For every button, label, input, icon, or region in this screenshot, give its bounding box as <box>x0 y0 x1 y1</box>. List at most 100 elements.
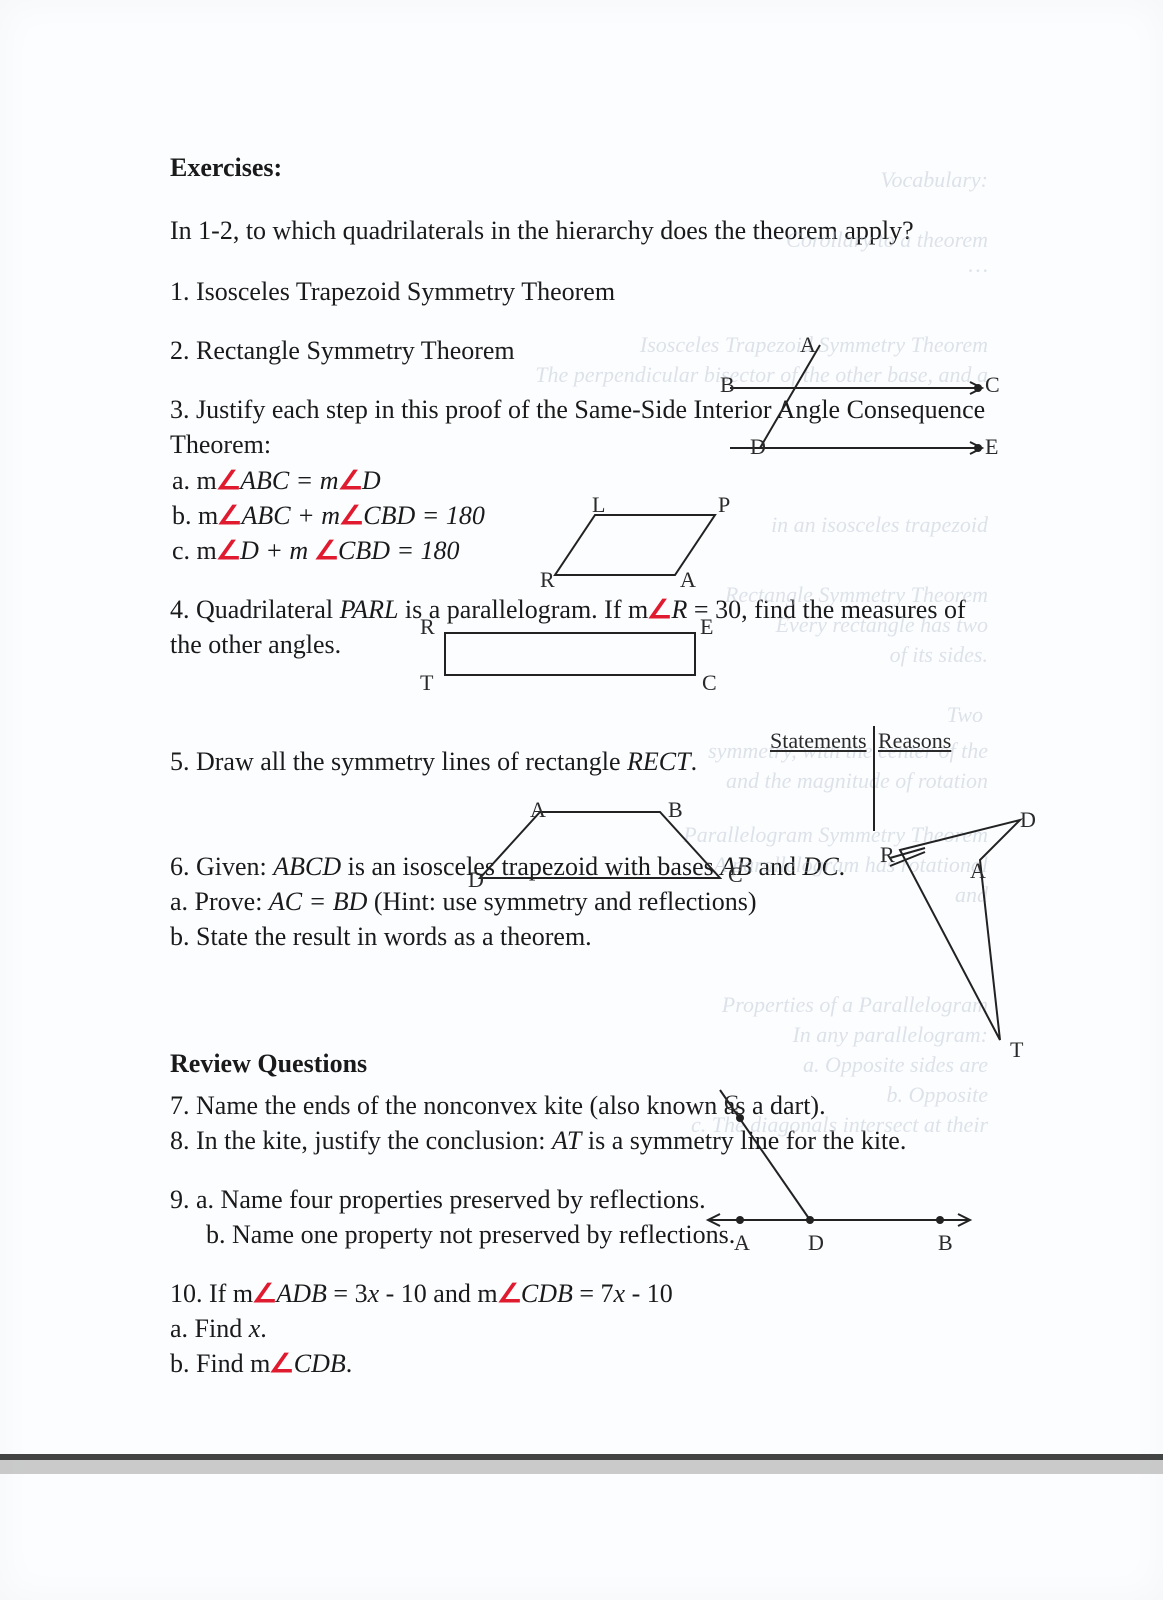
question-4: 4. Quadrilateral PARL is a parallelogram… <box>170 592 1003 662</box>
angle-icon: ∠ <box>252 1276 278 1311</box>
label-A: A <box>680 565 696 595</box>
text: - 10 <box>625 1279 673 1308</box>
label-B: B <box>938 1228 953 1258</box>
label-C: C <box>724 1088 739 1118</box>
label-D: D <box>1020 805 1036 835</box>
label-P: P <box>718 490 730 520</box>
text: a. m <box>172 466 217 495</box>
angle-icon: ∠ <box>647 592 673 627</box>
label-B: B <box>668 795 683 825</box>
text: 6. Given: <box>170 852 273 881</box>
text: (Hint: use symmetry and reflections) <box>367 887 756 916</box>
text: is a parallelogram. If m <box>398 595 648 624</box>
text: . <box>839 852 846 881</box>
label-L: L <box>592 490 605 520</box>
text: AC = BD <box>269 887 367 916</box>
text: AT <box>552 1126 581 1155</box>
label-E: E <box>700 612 713 642</box>
text: . <box>691 747 698 776</box>
label-D: D <box>808 1228 824 1258</box>
label-C: C <box>728 860 743 890</box>
angle-icon: ∠ <box>337 463 363 498</box>
question-3: 3. Justify each step in this proof of th… <box>170 392 1003 567</box>
text: D + m <box>240 536 315 565</box>
text: and <box>752 852 803 881</box>
text: 4. Quadrilateral <box>170 595 340 624</box>
angle-icon: ∠ <box>339 498 365 533</box>
text: CDB <box>294 1349 346 1378</box>
q3-lead: 3. Justify each step in this proof of th… <box>170 395 985 459</box>
label-R: R <box>420 612 435 642</box>
label-A: A <box>800 330 816 360</box>
text: b. State the result in words as a theore… <box>170 922 592 951</box>
text: c. m <box>172 536 217 565</box>
text: a. Find <box>170 1314 249 1343</box>
text: = 7 <box>573 1279 614 1308</box>
angle-icon: ∠ <box>496 1276 522 1311</box>
text: a. Prove: <box>170 887 269 916</box>
label-A: A <box>734 1228 750 1258</box>
label-R: R <box>540 565 555 595</box>
intro-text: In 1-2, to which quadrilaterals in the h… <box>170 213 1003 248</box>
text: 5. Draw all the symmetry lines of rectan… <box>170 747 627 776</box>
q3-a: a. m∠ABC = m∠D <box>170 466 381 495</box>
bleed-text: Parallelogram Symmetry Theorem <box>683 820 988 850</box>
label-D: D <box>750 432 766 462</box>
question-10: 10. If m∠ADB = 3x - 10 and m∠CDB = 7x - … <box>170 1276 1003 1381</box>
q3-c: c. m∠D + m ∠CBD = 180 <box>170 536 460 565</box>
question-6: 6. Given: ABCD is an isosceles trapezoid… <box>170 849 1003 954</box>
label-E: E <box>985 432 998 462</box>
q3-b: b. m∠ABC + m∠CBD = 180 <box>170 501 485 530</box>
text: CDB <box>521 1279 573 1308</box>
text: DC <box>803 852 839 881</box>
text: x <box>249 1314 261 1343</box>
text: b. m <box>172 501 218 530</box>
text: RECT <box>627 747 691 776</box>
text: ABCD <box>273 852 341 881</box>
text: CBD = 180 <box>363 501 485 530</box>
section-heading: Exercises: <box>170 150 1003 185</box>
question-9b: b. Name one property not preserved by re… <box>170 1217 1003 1252</box>
angle-icon: ∠ <box>216 463 242 498</box>
label-A: A <box>530 795 546 825</box>
text: ABC = m <box>240 466 338 495</box>
question-8: 8. In the kite, justify the conclusion: … <box>170 1123 1003 1158</box>
text: 8. In the kite, justify the conclusion: <box>170 1126 552 1155</box>
text: . <box>260 1314 267 1343</box>
text: x <box>614 1279 626 1308</box>
label-B: B <box>720 370 735 400</box>
text: is a symmetry line for the kite. <box>581 1126 906 1155</box>
question-7: 7. Name the ends of the nonconvex kite (… <box>170 1088 1003 1123</box>
label-C: C <box>702 668 717 698</box>
text: ADB <box>276 1279 327 1308</box>
label-reasons: Reasons <box>878 726 951 756</box>
worksheet-page: Vocabulary: Corollary to a theorem … Iso… <box>0 0 1163 1600</box>
label-A: A <box>970 856 986 886</box>
text: b. Find m <box>170 1349 270 1378</box>
text: D <box>362 466 381 495</box>
question-2: 2. Rectangle Symmetry Theorem <box>170 333 1003 368</box>
label-R: R <box>880 840 895 870</box>
scanner-edge <box>0 1460 1163 1474</box>
text: . <box>346 1349 353 1378</box>
review-heading: Review Questions <box>170 1046 1003 1081</box>
text: PARL <box>340 595 399 624</box>
angle-icon: ∠ <box>216 533 242 568</box>
text: CBD = 180 <box>338 536 460 565</box>
angle-icon: ∠ <box>314 533 340 568</box>
label-T: T <box>420 668 433 698</box>
text: 10. If m <box>170 1279 253 1308</box>
label-C: C <box>985 370 1000 400</box>
angle-icon: ∠ <box>217 498 243 533</box>
label-statements: Statements <box>770 726 867 756</box>
text: is an isosceles trapezoid with bases <box>341 852 720 881</box>
question-9a: 9. a. Name four properties preserved by … <box>170 1182 1003 1217</box>
text: x <box>368 1279 380 1308</box>
text: R <box>672 595 688 624</box>
text: ABC + m <box>242 501 340 530</box>
text: - 10 and m <box>379 1279 497 1308</box>
label-T: T <box>1010 1035 1023 1065</box>
label-D: D <box>468 865 484 895</box>
question-1: 1. Isosceles Trapezoid Symmetry Theorem <box>170 274 1003 309</box>
angle-icon: ∠ <box>269 1346 295 1381</box>
